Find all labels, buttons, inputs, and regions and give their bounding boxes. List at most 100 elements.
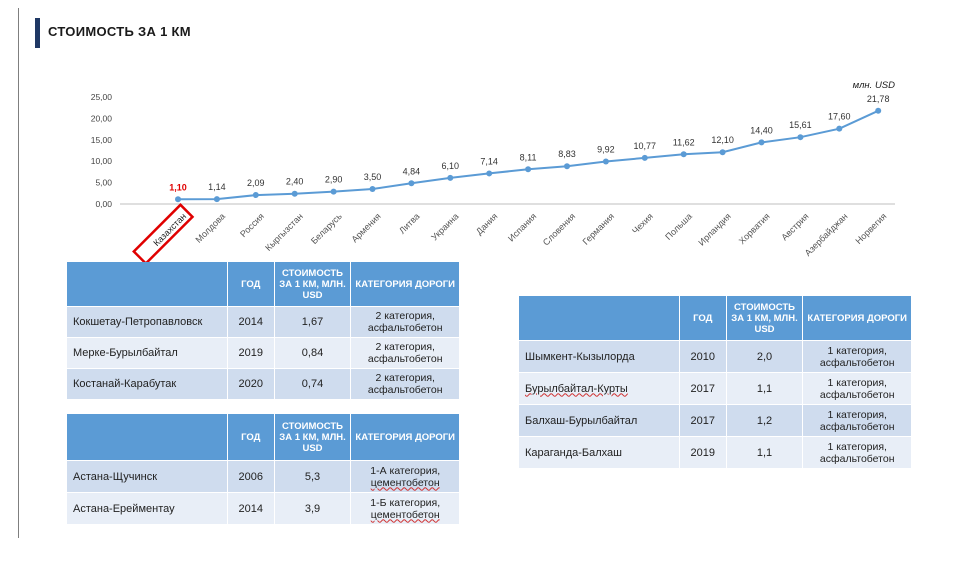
x-tick-label: Чехия (630, 211, 655, 236)
data-point (641, 154, 648, 161)
road-category: 1 категория, асфальтобетон (803, 372, 912, 404)
road-cost: 1,1 (726, 372, 804, 404)
road-name: Балхаш-Бурылбайтал (519, 404, 680, 436)
x-tick-group: Кыргызстан (263, 211, 305, 253)
x-tick-label: Словения (541, 211, 577, 247)
x-tick-label: Украина (429, 211, 460, 242)
road-year: 2014 (227, 306, 275, 337)
x-tick-group: Австрия (779, 211, 810, 242)
table-asphalt-cat1: ГОД СТОИМОСТЬ ЗА 1 КМ, МЛН. USD КАТЕГОРИ… (519, 296, 912, 468)
header-blank (67, 262, 228, 306)
road-category: 1 категория, асфальтобетон (803, 404, 912, 436)
category-line2: асфальтобетон (367, 322, 443, 334)
data-label: 9,92 (597, 145, 615, 155)
header-blank (67, 414, 228, 460)
category-line2: асфальтобетон (819, 388, 895, 401)
data-point (797, 134, 804, 141)
road-name: Костанай-Карабутак (67, 368, 228, 399)
x-tick-label: Германия (581, 211, 617, 247)
category-line1: 1-Б категория, (370, 496, 441, 509)
x-tick-group: Норвегия (854, 211, 889, 246)
category-line1: 1 категория, (827, 408, 887, 421)
header-blank (519, 296, 680, 340)
category-line2: асфальтобетон (819, 420, 895, 433)
data-point (369, 186, 376, 193)
x-tick-group: Россия (238, 211, 266, 239)
data-point (680, 151, 687, 158)
header-cost: СТОИМОСТЬ ЗА 1 КМ, МЛН. USD (274, 262, 352, 306)
header-cost: СТОИМОСТЬ ЗА 1 КМ, МЛН. USD (274, 414, 352, 460)
data-label: 3,50 (364, 172, 382, 182)
road-name: Бурылбайтал-Курты (519, 372, 680, 404)
road-cost: 1,2 (726, 404, 804, 436)
x-tick-group: Украина (429, 211, 460, 242)
data-point (175, 196, 181, 203)
header-year: ГОД (227, 262, 275, 306)
x-tick-group: Беларусь (309, 211, 344, 246)
data-label: 8,11 (520, 152, 537, 162)
x-tick-group: Германия (581, 211, 617, 247)
data-label: 11,62 (673, 137, 695, 147)
table-row: Кокшетау-Петропавловск 2014 1,67 2 катег… (67, 306, 460, 337)
category-line1: 1 категория, (827, 344, 887, 357)
x-tick-label: Польша (663, 211, 694, 242)
data-label: 4,84 (403, 166, 421, 176)
table-row: Астана-Ерейментау 2014 3,9 1-Б категория… (67, 492, 460, 524)
road-cost: 5,3 (274, 460, 352, 492)
road-name: Мерке-Бурылбайтал (67, 337, 228, 368)
data-point (447, 174, 454, 181)
unit-label: млн. USD (853, 80, 896, 91)
data-label: 14,40 (750, 125, 773, 135)
data-points (175, 107, 882, 203)
category-line1: 2 категория, (375, 310, 435, 322)
road-category: 1 категория, асфальтобетон (803, 340, 912, 372)
y-tick-label: 0,00 (95, 199, 112, 209)
category-line1: 1 категория, (827, 376, 887, 389)
x-tick-group: Словения (541, 211, 577, 247)
road-name: Астана-Щучинск (67, 460, 228, 492)
data-point (486, 170, 493, 177)
data-point (252, 192, 259, 199)
road-name-text: Бурылбайтал-Курты (525, 382, 628, 395)
title-accent-bar (35, 18, 40, 48)
table-row: Мерке-Бурылбайтал 2019 0,84 2 категория,… (67, 337, 460, 368)
data-point (291, 190, 298, 197)
table-asphalt-cat2: ГОД СТОИМОСТЬ ЗА 1 КМ, МЛН. USD КАТЕГОРИ… (67, 262, 460, 399)
data-point (525, 166, 532, 173)
category-line1: 2 категория, (375, 372, 435, 384)
road-name: Астана-Ерейментау (67, 492, 228, 524)
header-category: КАТЕГОРИЯ ДОРОГИ (351, 262, 460, 306)
y-tick-label: 15,00 (91, 135, 113, 145)
x-tick-label: Литва (397, 211, 422, 236)
road-category: 2 категория, асфальтобетон (351, 368, 460, 399)
road-cost: 1,1 (726, 436, 804, 468)
category-line1: 1-А категория, (370, 464, 441, 477)
road-year: 2017 (679, 404, 727, 436)
data-label: 21,78 (867, 94, 890, 104)
x-tick-label: Армения (349, 211, 382, 244)
data-point (564, 163, 570, 170)
data-label: 17,60 (828, 112, 851, 122)
road-cost: 0,74 (274, 368, 352, 399)
table-row: Бурылбайтал-Курты 2017 1,1 1 категория, а… (519, 372, 912, 404)
x-tick-label: Ирландия (696, 211, 733, 248)
x-tick-group: Дания (474, 211, 500, 237)
highlight-box (132, 203, 195, 266)
data-point (602, 158, 609, 165)
road-year: 2014 (227, 492, 275, 524)
table-row: Караганда-Балхаш 2019 1,1 1 категория, ас… (519, 436, 912, 468)
road-category: 1 категория, асфальтобетон (803, 436, 912, 468)
x-tick-group: Армения (349, 211, 382, 244)
category-line2: цементобетон (370, 508, 440, 521)
table-row: Костанай-Карабутак 2020 0,74 2 категория… (67, 368, 460, 399)
table-row: Шымкент-Кызылорда 2010 2,0 1 категория, а… (519, 340, 912, 372)
frame-left-border (18, 8, 19, 538)
cost-line-chart: 0,00 5,00 10,00 15,00 20,00 25,00 1,10 1,14 2,0… (91, 80, 896, 266)
x-tick-group: Литва (397, 211, 422, 236)
x-tick-label: Дания (474, 211, 500, 237)
x-tick-label: Молдова (193, 211, 227, 245)
x-tick-label: Кыргызстан (263, 211, 305, 253)
road-category: 2 категория, асфальтобетон (351, 337, 460, 368)
category-line1: 1 категория, (827, 440, 887, 453)
